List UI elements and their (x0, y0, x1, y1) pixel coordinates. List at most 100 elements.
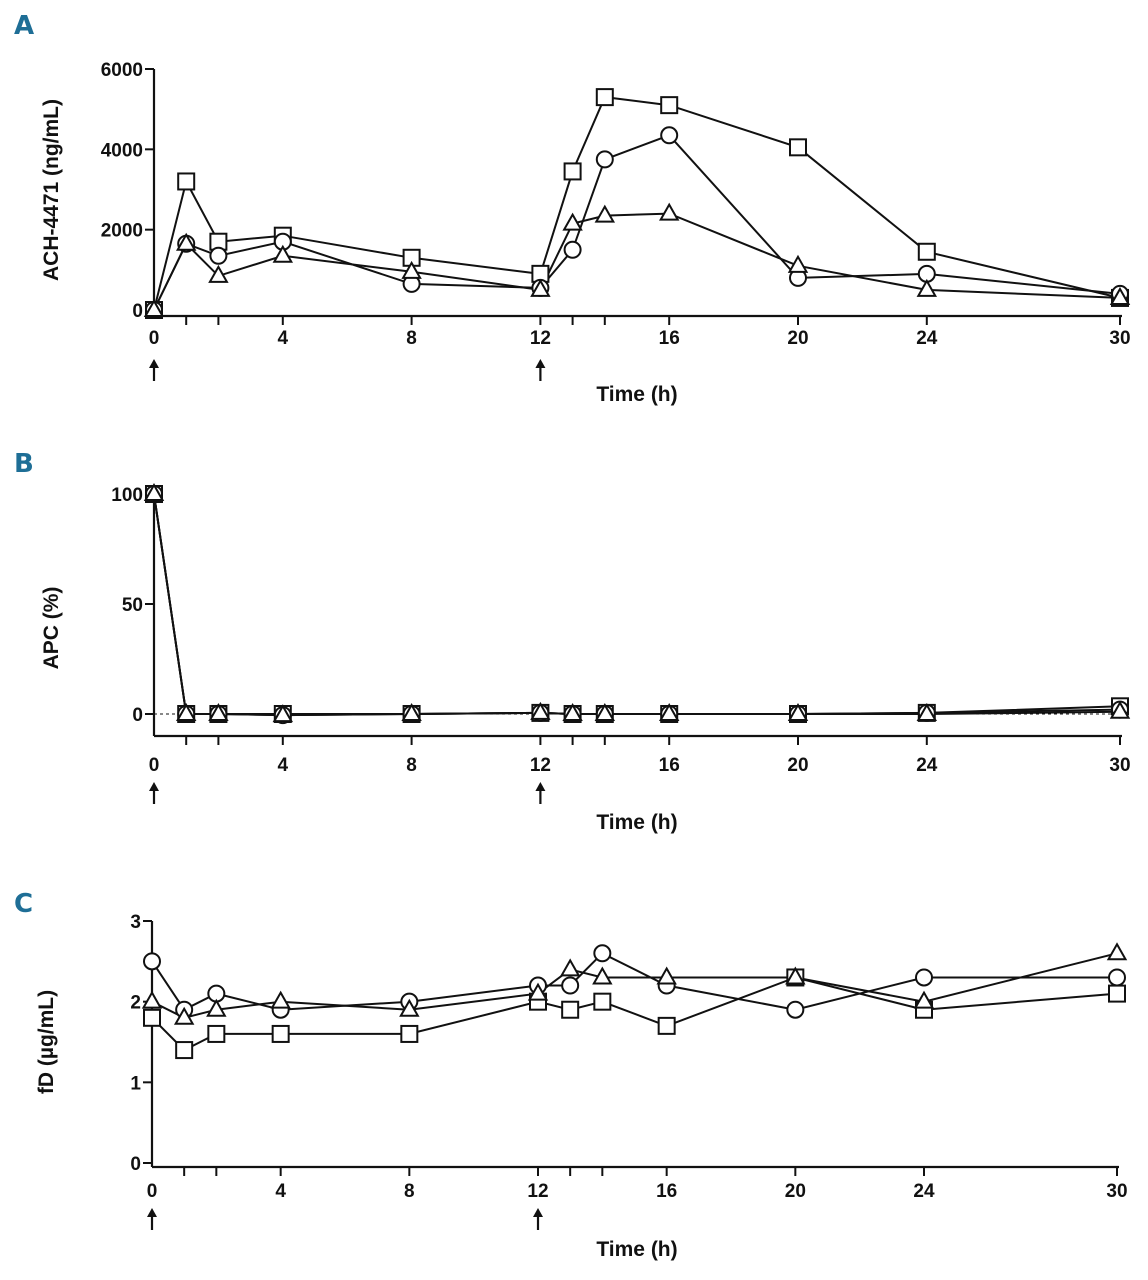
x-tick-label: 0 (149, 328, 160, 349)
data-point-triangle (272, 244, 294, 263)
data-point-triangle (175, 232, 197, 251)
x-tick-label: 20 (787, 328, 808, 349)
x-tick-label: 24 (916, 328, 938, 349)
panel-a: A 0 2000 4000 6000 0 4 8 12 16 20 24 30 Time (h) ACH-4… (14, 11, 1131, 406)
y-tick-label: 4000 (101, 140, 143, 161)
data-point-square (177, 172, 196, 191)
data-point-triangle (530, 701, 551, 720)
data-point-triangle (173, 1006, 195, 1025)
data-point-square (593, 992, 612, 1011)
data-point-triangle (916, 278, 938, 297)
data-point-triangle (206, 998, 227, 1017)
data-point-square (561, 1000, 580, 1019)
y-axis-title: APC (%) (40, 587, 63, 670)
data-point-circle (593, 944, 612, 963)
x-tick-label: 12 (530, 328, 551, 349)
x-tick-label: 16 (659, 755, 680, 776)
data-point-triangle (143, 298, 165, 317)
panel-letter: A (14, 11, 34, 41)
x-tick-label: 16 (656, 1181, 677, 1202)
x-tick-label: 4 (278, 755, 289, 776)
series-line-square (151, 976, 1118, 1052)
series-line-triangle (153, 493, 1121, 717)
x-axis-title: Time (h) (596, 811, 677, 834)
panel-letter: B (14, 449, 34, 479)
y-tick-label: 50 (122, 595, 143, 616)
data-point-triangle (562, 702, 583, 721)
y-tick-label: 0 (132, 301, 143, 322)
data-point-triangle (141, 990, 163, 1009)
data-point-square (563, 162, 582, 181)
series-line-square (153, 493, 1121, 715)
data-point-triangle (208, 264, 229, 283)
x-axis-title: Time (h) (596, 1238, 677, 1261)
data-point-triangle (208, 702, 229, 721)
data-point-triangle (175, 702, 197, 721)
dose-arrow-head (535, 359, 546, 368)
data-point-circle (563, 240, 582, 259)
data-point-triangle (658, 702, 680, 721)
dose-arrow-icon (147, 1208, 157, 1230)
x-tick-label: 30 (1109, 755, 1130, 776)
x-tick-label: 4 (278, 328, 289, 349)
data-point-square (595, 88, 614, 107)
data-point-triangle (401, 260, 422, 279)
data-point-square (175, 1041, 194, 1060)
data-point-circle (209, 246, 228, 265)
x-tick-label: 24 (913, 1181, 935, 1202)
x-tick-label: 30 (1109, 328, 1130, 349)
dose-arrow-head (149, 782, 159, 791)
data-point-triangle (401, 702, 422, 721)
y-tick-label: 2 (130, 993, 141, 1014)
dose-arrow-icon (535, 359, 546, 381)
data-point-triangle (594, 702, 616, 721)
data-point-square (1108, 984, 1126, 1003)
dose-arrow-icon (533, 1208, 543, 1230)
y-tick-label: 6000 (101, 60, 143, 81)
x-tick-label: 30 (1106, 1181, 1127, 1202)
y-tick-label: 2000 (101, 221, 143, 242)
series-line-circle (151, 952, 1117, 1011)
x-tick-label: 24 (916, 755, 938, 776)
data-point-circle (786, 1000, 805, 1019)
data-point-square (207, 1024, 226, 1043)
dose-arrow-icon (149, 782, 159, 804)
data-point-circle (143, 952, 161, 971)
series-line-square (153, 96, 1121, 311)
data-point-triangle (658, 202, 680, 221)
data-point-triangle (1106, 942, 1128, 961)
data-point-triangle (559, 958, 581, 977)
x-tick-label: 12 (530, 755, 551, 776)
data-point-triangle (272, 704, 294, 723)
series-line-triangle (153, 212, 1121, 311)
data-point-triangle (594, 204, 616, 223)
data-point-square (143, 1008, 161, 1027)
dose-arrow-head (533, 1208, 543, 1217)
data-point-circle (915, 968, 933, 987)
x-tick-label: 16 (659, 328, 680, 349)
x-tick-label: 8 (406, 328, 417, 349)
y-tick-label: 1 (130, 1073, 141, 1094)
panel-letter: C (14, 889, 33, 919)
data-point-triangle (913, 990, 935, 1009)
data-point-triangle (562, 212, 583, 231)
series-line-circle (153, 134, 1121, 311)
x-tick-label: 8 (404, 1181, 415, 1202)
x-axis-title: Time (h) (596, 383, 677, 406)
data-point-triangle (399, 998, 420, 1017)
data-point-triangle (916, 702, 938, 721)
data-point-square (917, 242, 936, 261)
data-point-triangle (592, 966, 613, 985)
x-tick-label: 12 (527, 1181, 548, 1202)
dose-arrow-icon (149, 359, 159, 381)
data-point-circle (561, 976, 580, 995)
data-point-triangle (787, 254, 809, 273)
y-tick-label: 3 (130, 912, 141, 933)
x-tick-label: 0 (147, 1181, 158, 1202)
y-tick-label: 100 (111, 485, 143, 506)
series-line-circle (153, 493, 1121, 717)
x-tick-label: 0 (149, 755, 160, 776)
x-tick-label: 4 (275, 1181, 286, 1202)
